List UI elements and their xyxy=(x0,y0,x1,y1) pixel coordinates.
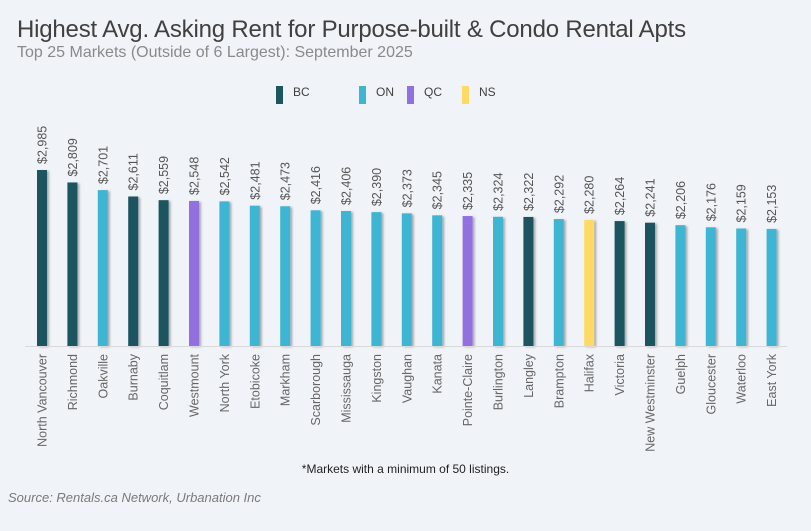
category-label: Kingston xyxy=(370,354,384,403)
bar-brampton xyxy=(553,219,564,346)
bar-waterloo xyxy=(736,228,747,346)
bar-kanata xyxy=(432,215,443,346)
legend-item-ns: NS xyxy=(462,80,496,104)
category-label: Burnaby xyxy=(127,353,141,400)
category-label: Langley xyxy=(522,353,536,398)
legend-label-qc: QC xyxy=(424,85,442,99)
bar-burlington xyxy=(493,216,503,346)
value-label: $2,322 xyxy=(522,173,536,211)
category-label: North Vancouver xyxy=(36,354,50,447)
category-label: East York xyxy=(765,353,779,407)
bar-mississauga xyxy=(341,211,351,346)
category-label: Mississauga xyxy=(340,354,354,423)
value-label: $2,473 xyxy=(279,162,293,200)
value-label: $2,985 xyxy=(36,126,50,164)
value-label: $2,809 xyxy=(66,138,80,176)
value-label: $2,176 xyxy=(704,183,718,221)
legend-item-qc: QC xyxy=(407,80,442,104)
value-label: $2,335 xyxy=(461,172,475,210)
category-label: Markham xyxy=(279,354,293,406)
bar-new-westminster xyxy=(645,222,655,346)
legend-swatch-ns xyxy=(462,86,469,104)
value-label: $2,159 xyxy=(735,184,749,222)
value-label: $2,241 xyxy=(644,178,658,216)
legend-item-on: ON xyxy=(359,80,394,104)
bar-vaughan xyxy=(401,213,412,346)
value-label: $2,264 xyxy=(613,177,627,215)
legend-label-on: ON xyxy=(376,85,394,99)
legend-swatch-bc xyxy=(276,86,283,104)
bar-etobicoke xyxy=(249,205,260,346)
bars-group xyxy=(37,170,777,346)
value-label: $2,416 xyxy=(309,166,323,204)
value-label: $2,345 xyxy=(431,171,445,209)
bar-richmond xyxy=(67,182,78,346)
value-label: $2,701 xyxy=(96,146,110,184)
category-label: Etobicoke xyxy=(248,354,262,409)
bar-scarborough xyxy=(310,210,321,346)
chart-title: Highest Avg. Asking Rent for Purpose-bui… xyxy=(17,16,686,43)
category-label: Waterloo xyxy=(735,354,749,404)
bar-markham xyxy=(280,206,291,346)
chart-subtitle: Top 25 Markets (Outside of 6 Largest): S… xyxy=(17,44,413,61)
bar-langley xyxy=(523,216,534,346)
bar-victoria xyxy=(614,221,625,346)
bar-north-vancouver xyxy=(37,170,47,346)
legend-item-bc: BC xyxy=(276,80,310,104)
legend-swatch-on xyxy=(359,86,366,104)
value-label: $2,542 xyxy=(218,157,232,195)
bar-coquitlam xyxy=(158,200,169,346)
category-label: Kanata xyxy=(431,354,445,394)
bar-westmount xyxy=(189,200,199,346)
bar-pointe-claire xyxy=(462,216,473,346)
category-label: Guelph xyxy=(674,354,688,394)
value-label: $2,153 xyxy=(765,185,779,223)
source-note: Source: Rentals.ca Network, Urbanation I… xyxy=(8,490,261,505)
category-label: Coquitlam xyxy=(157,354,171,410)
category-label: Scarborough xyxy=(309,354,323,426)
category-label: New Westminster xyxy=(644,354,658,452)
legend-label-ns: NS xyxy=(479,85,496,99)
category-label: Brampton xyxy=(552,354,566,408)
bar-north-york xyxy=(219,201,230,346)
legend: BC ON QC NS xyxy=(0,80,811,104)
category-label: Westmount xyxy=(188,353,202,417)
bar-oakville xyxy=(97,190,108,346)
value-labels-group: $2,985 $2,809 $2,701 $2,611 $2,559 $2,548 $2,5… xyxy=(36,126,780,223)
category-label: Victoria xyxy=(613,354,627,396)
category-labels-group: North Vancouver Richmond Oakville Burnaby Co… xyxy=(36,353,780,451)
value-label: $2,559 xyxy=(157,156,171,194)
legend-label-bc: BC xyxy=(293,85,310,99)
category-label: Pointe-Claire xyxy=(461,354,475,426)
category-label: Oakville xyxy=(96,354,110,399)
category-label: Burlington xyxy=(492,354,506,410)
value-label: $2,406 xyxy=(340,167,354,205)
value-label: $2,373 xyxy=(400,169,414,207)
bar-east-york xyxy=(766,228,777,346)
footnote: *Markets with a minimum of 50 listings. xyxy=(301,462,510,476)
value-label: $2,390 xyxy=(370,168,384,206)
bar-burnaby xyxy=(128,196,139,346)
category-label: Vaughan xyxy=(400,354,414,403)
value-label: $2,292 xyxy=(552,175,566,213)
category-label: Halifax xyxy=(583,353,597,392)
bar-halifax xyxy=(584,219,595,346)
value-label: $2,206 xyxy=(674,181,688,219)
value-label: $2,324 xyxy=(492,173,506,211)
bar-gloucester xyxy=(705,227,716,346)
category-label: Gloucester xyxy=(704,354,718,414)
value-label: $2,280 xyxy=(583,176,597,214)
category-label: North York xyxy=(218,353,232,412)
bar-guelph xyxy=(675,225,686,346)
value-label: $2,481 xyxy=(248,161,262,199)
value-label: $2,611 xyxy=(127,153,141,190)
legend-swatch-qc xyxy=(407,86,414,104)
value-label: $2,548 xyxy=(188,157,202,195)
bar-kingston xyxy=(371,212,382,346)
category-label: Richmond xyxy=(66,354,80,410)
